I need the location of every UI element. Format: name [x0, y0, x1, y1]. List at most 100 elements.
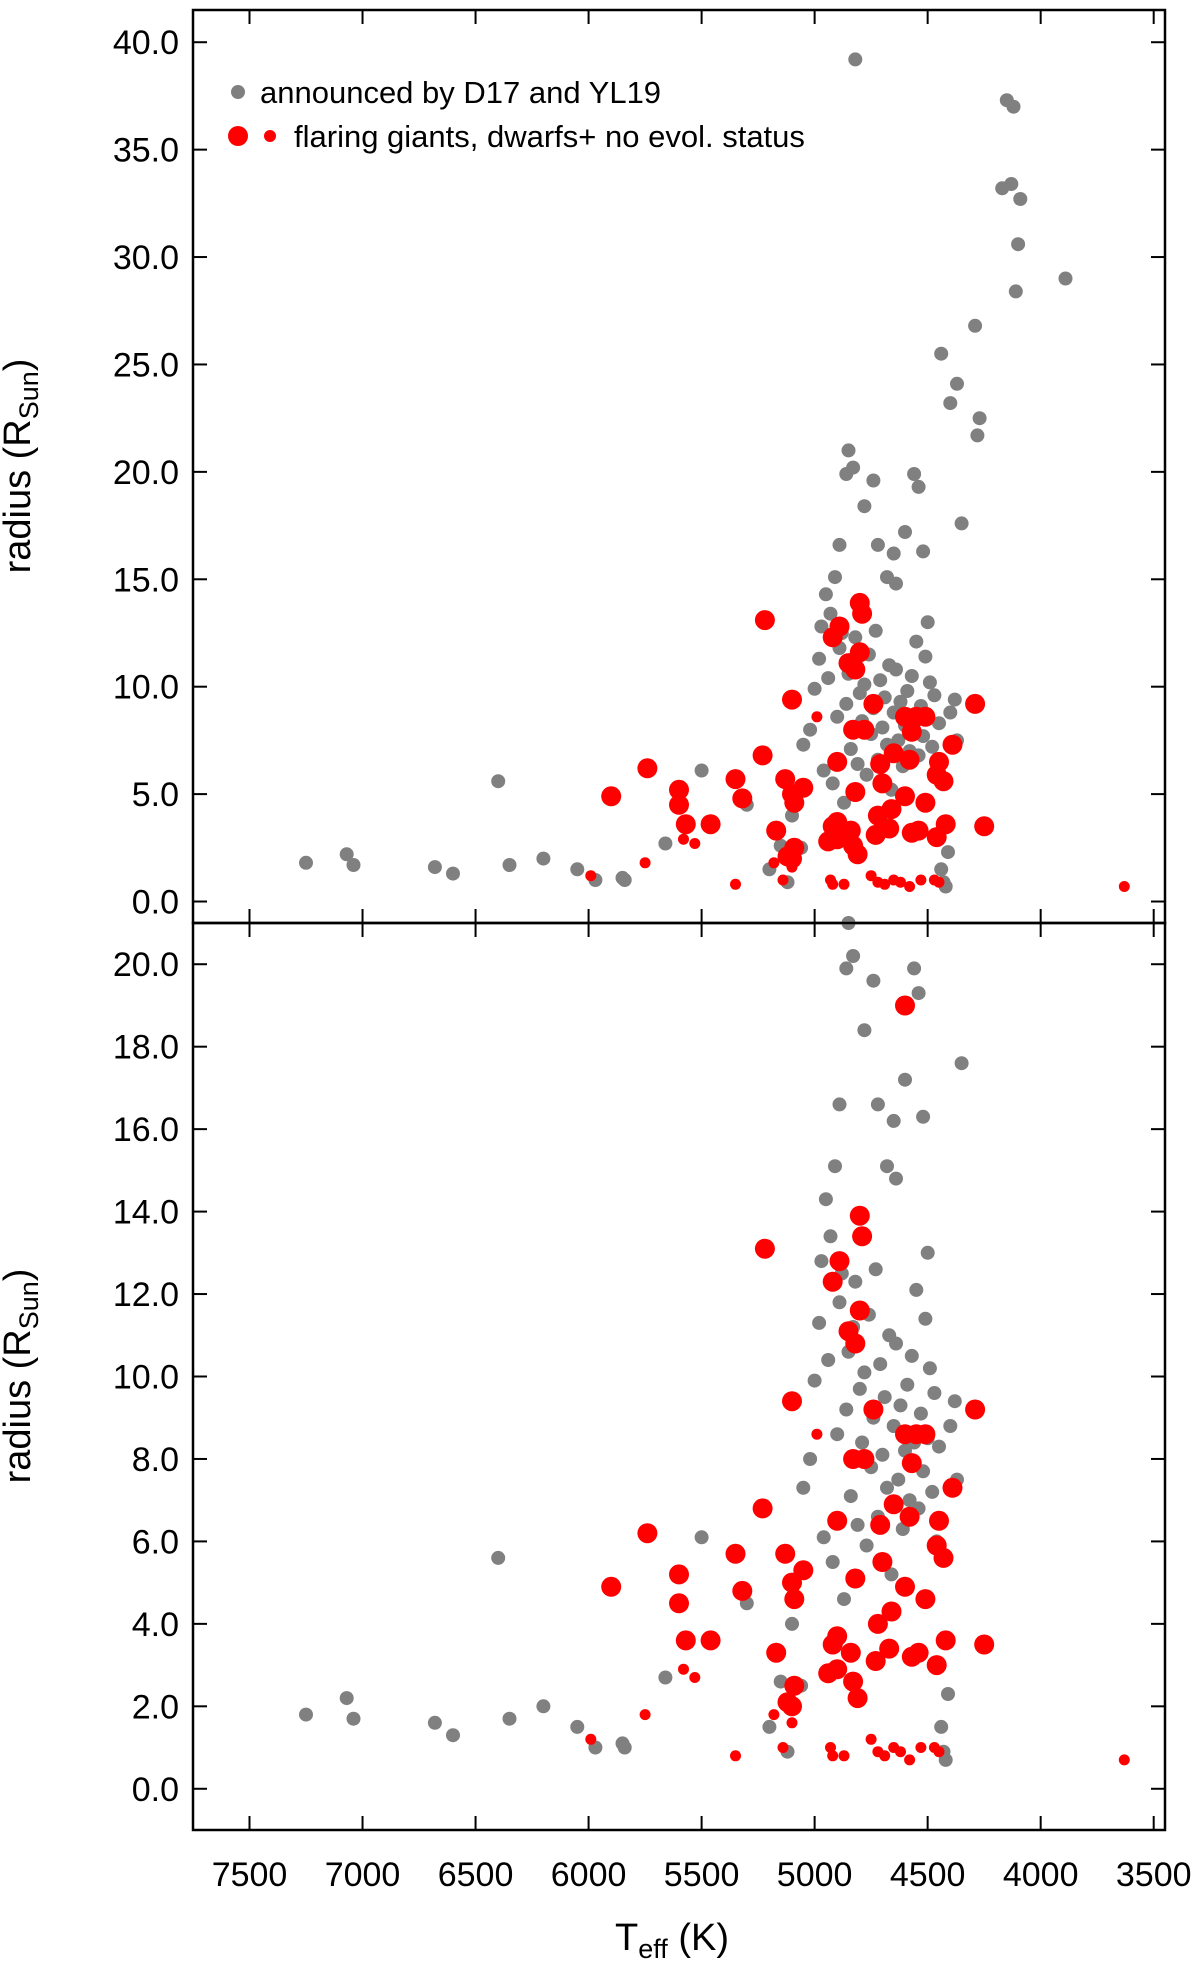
bottom-red-point	[870, 1514, 891, 1535]
top-red-point	[669, 779, 689, 800]
bottom-points	[299, 916, 1130, 1767]
top-red-point	[865, 870, 877, 882]
legend-red-small-marker	[264, 130, 276, 142]
bottom-grey-point	[762, 1719, 777, 1734]
bottom-red-point	[926, 1655, 947, 1676]
top-grey-point	[898, 525, 912, 539]
top-red-point	[852, 603, 873, 624]
bottom-grey-point	[918, 1311, 933, 1326]
bottom-grey-point	[832, 1097, 847, 1112]
top-red-point	[700, 814, 721, 835]
top-grey-point	[812, 651, 827, 666]
top-grey-point	[893, 694, 908, 709]
bottom-y-tick-label: 4.0	[132, 1606, 179, 1644]
bottom-red-point	[847, 1688, 868, 1709]
top-grey-point	[904, 669, 919, 683]
bottom-red-point	[908, 1642, 929, 1663]
top-red-point	[822, 816, 843, 837]
top-grey-point	[920, 615, 935, 630]
top-grey-point	[848, 630, 863, 645]
top-grey-point	[1011, 237, 1026, 252]
bottom-grey-point	[346, 1711, 361, 1726]
bottom-red-point	[637, 1523, 658, 1544]
bottom-red-point	[768, 1709, 780, 1721]
top-red-point	[933, 876, 945, 888]
top-grey-point	[837, 795, 851, 810]
top-red-point	[915, 874, 927, 886]
top-grey-point	[859, 767, 874, 782]
top-red-point	[895, 786, 915, 807]
top-red-point	[926, 827, 947, 848]
bottom-grey-point	[816, 1530, 831, 1545]
top-red-point	[838, 878, 850, 890]
bottom-y-tick-label: 6.0	[132, 1523, 179, 1561]
bottom-red-point	[732, 1580, 753, 1601]
top-grey-point	[943, 396, 958, 411]
bottom-grey-point	[904, 1348, 919, 1363]
top-grey-point	[828, 570, 842, 585]
x-tick-label: 7000	[325, 1856, 401, 1894]
x-tick-label: 7500	[212, 1856, 288, 1894]
top-grey-point	[950, 376, 964, 391]
top-red-point	[775, 769, 796, 790]
bottom-grey-point	[866, 973, 881, 988]
top-grey-point	[927, 688, 942, 703]
bottom-grey-point	[850, 1517, 865, 1532]
bottom-grey-point	[913, 1406, 928, 1421]
bottom-red-point	[827, 1510, 848, 1531]
top-grey-point	[839, 696, 854, 711]
top-y-tick-label: 15.0	[113, 561, 179, 599]
bottom-grey-point	[938, 1752, 953, 1767]
bottom-red-point	[639, 1709, 651, 1721]
top-grey-point	[925, 739, 940, 754]
top-panel: 0.0 5.0 10.0 15.0 20.0 25.0 30.0 35.0 40.0 radiu…	[0, 8, 1167, 925]
bottom-grey-point	[893, 1398, 908, 1413]
top-grey-point	[866, 473, 881, 488]
top-grey-point	[995, 181, 1010, 196]
bottom-red-point	[827, 1750, 839, 1762]
top-grey-point	[832, 537, 847, 552]
bottom-red-point	[867, 1613, 888, 1634]
top-y-tick-label: 5.0	[132, 776, 179, 814]
top-grey-point	[446, 866, 460, 881]
top-grey-point	[570, 862, 585, 877]
top-y-tick-label: 0.0	[132, 884, 179, 922]
bottom-grey-point	[821, 1353, 836, 1367]
top-grey-point	[825, 776, 840, 791]
bottom-grey-point	[880, 1159, 894, 1174]
top-grey-point	[1013, 192, 1028, 206]
top-red-point	[942, 734, 963, 755]
bottom-red-point	[725, 1543, 746, 1564]
top-grey-point	[900, 684, 915, 698]
bottom-grey-point	[943, 1419, 958, 1433]
bottom-red-point	[689, 1672, 701, 1683]
top-grey-point	[857, 677, 872, 692]
top-grey-point	[841, 443, 856, 458]
top-grey-point	[911, 479, 926, 494]
bottom-grey-point	[839, 1402, 854, 1417]
bottom-red-point	[935, 1630, 956, 1651]
top-grey-point	[889, 662, 903, 677]
bottom-grey-point	[658, 1670, 673, 1685]
top-grey-point	[932, 716, 946, 731]
bottom-red-point	[784, 1675, 805, 1696]
top-red-point	[786, 861, 798, 873]
bottom-red-point	[829, 1251, 850, 1272]
bottom-red-point	[1118, 1754, 1130, 1766]
top-grey-point	[941, 845, 955, 860]
top-grey-point	[502, 858, 517, 872]
bottom-grey-point	[891, 1472, 906, 1487]
bottom-red-point	[825, 1742, 836, 1753]
x-tick-label: 6000	[551, 1856, 627, 1894]
bottom-grey-point	[875, 1447, 890, 1462]
top-grey-point	[821, 671, 836, 686]
x-tick-label: 4000	[1003, 1856, 1079, 1894]
bottom-red-point	[700, 1630, 721, 1651]
top-red-point	[847, 844, 868, 865]
bottom-red-point	[845, 1568, 866, 1589]
top-x-ticks	[248, 10, 1155, 923]
legend: announced by D17 and YL19 flaring giants…	[228, 75, 805, 154]
bottom-red-point	[883, 1494, 904, 1515]
top-red-point	[904, 881, 916, 892]
